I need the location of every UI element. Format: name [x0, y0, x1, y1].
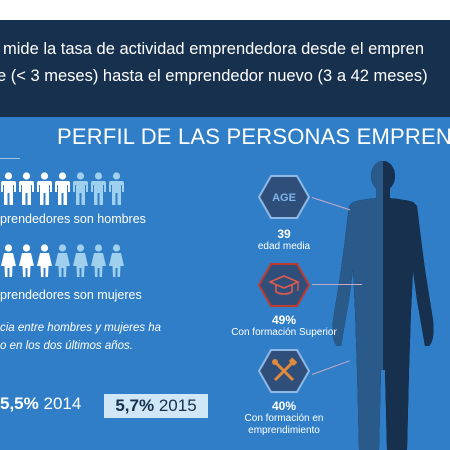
male-person-icon — [37, 172, 52, 205]
female-person-icon — [37, 244, 52, 277]
intro-banner — [0, 20, 450, 117]
stat-2014-value: 5,5% — [0, 394, 39, 413]
female-person-icon — [73, 244, 88, 277]
men-caption: prendedores son hombres — [0, 212, 146, 226]
male-person-icon — [19, 172, 34, 205]
female-person-icon — [91, 244, 106, 277]
section-title: PERFIL DE LAS PERSONAS EMPREND — [57, 124, 450, 149]
intro-line-2: e (< 3 meses) hasta el emprendedor nuevo… — [0, 67, 428, 85]
graduation-cap-icon — [258, 263, 310, 307]
training-value: 40% — [271, 399, 297, 413]
male-person-icon — [55, 172, 70, 205]
education-leader-line — [312, 284, 362, 285]
stat-2015-year: 2015 — [158, 396, 197, 415]
stat-2014-year: 2014 — [43, 394, 82, 413]
training-label-line-2: emprendimiento — [248, 425, 320, 436]
stat-2015-value: 5,7% — [115, 396, 155, 415]
age-icon-text: AGE — [272, 192, 296, 204]
age-label: edad media — [257, 241, 311, 252]
tools-icon — [258, 349, 310, 393]
training-label-line-1: Con formación en — [244, 413, 324, 424]
age-value: 39 — [277, 227, 291, 241]
stat-2015: 5,7% 2015 — [104, 394, 208, 418]
trend-note-line-2: o en los dos últimos años. — [0, 340, 133, 352]
education-value: 49% — [271, 313, 297, 327]
female-person-icon — [109, 244, 124, 277]
trend-note-line-1: cia entre hombres y mujeres ha — [0, 322, 162, 334]
male-person-icon — [1, 172, 16, 205]
female-person-icon — [19, 244, 34, 277]
human-silhouette-icon — [332, 161, 434, 450]
female-person-icon — [55, 244, 70, 277]
male-person-icon — [109, 172, 124, 205]
female-person-icon — [1, 244, 16, 277]
women-pictogram-row — [0, 244, 125, 278]
trend-note: cia entre hombres y mujeres ha o en los … — [0, 319, 161, 355]
title-rule-left — [0, 158, 20, 159]
male-person-icon — [73, 172, 88, 205]
men-pictogram-row — [0, 172, 125, 206]
age-hexagon-icon: AGE — [258, 175, 310, 219]
intro-line-1: mide la tasa de actividad emprendedora d… — [3, 40, 425, 58]
education-label: Con formación Superior — [231, 327, 337, 338]
top-white-strip — [0, 0, 450, 20]
women-caption: prendedores son mujeres — [0, 288, 142, 302]
male-person-icon — [91, 172, 106, 205]
stat-2014: 5,5% 2014 — [0, 394, 81, 414]
